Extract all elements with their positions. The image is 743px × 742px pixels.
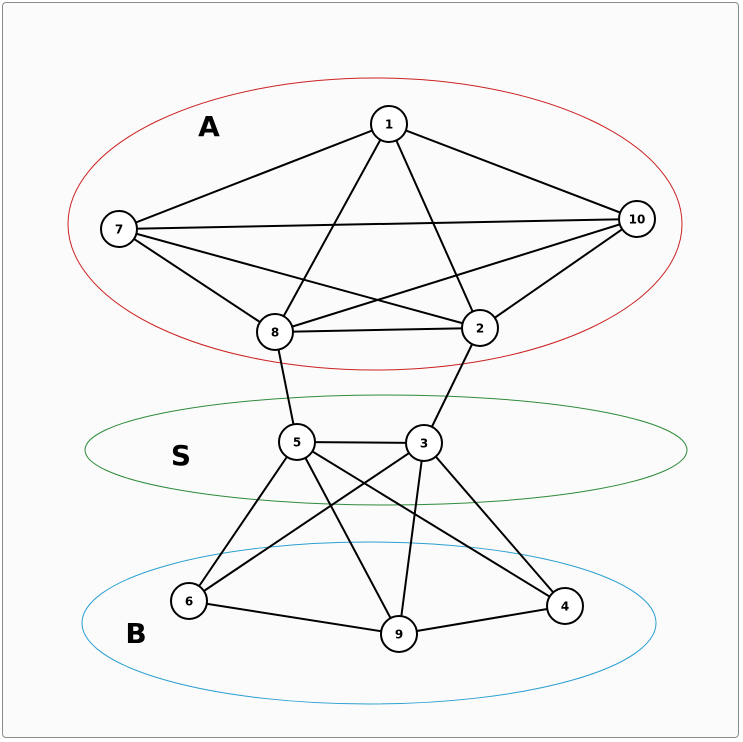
node-3: 3: [405, 424, 443, 462]
edge-5-3: [296, 441, 425, 444]
edge-8-2: [274, 327, 481, 333]
node-1-circle: [370, 105, 408, 143]
node-2-label: 2: [476, 322, 484, 336]
edge-6-9: [188, 600, 400, 635]
node-2: 2: [461, 309, 499, 347]
node-5: 5: [278, 423, 316, 461]
node-7: 7: [100, 210, 138, 248]
node-3-label: 3: [420, 437, 428, 451]
node-4-circle: [546, 587, 584, 625]
region-s-label: S: [171, 439, 191, 472]
edge-3-4: [423, 442, 566, 607]
node-10-label: 10: [629, 213, 646, 227]
edge-1-10: [388, 123, 638, 220]
node-4: 4: [546, 587, 584, 625]
node-1: 1: [370, 105, 408, 143]
node-9: 9: [380, 615, 418, 653]
edge-1-7: [118, 123, 390, 230]
edge-7-8: [118, 228, 276, 333]
edges-layer: [118, 123, 638, 635]
node-8: 8: [256, 313, 294, 351]
edge-2-10: [479, 218, 638, 329]
edge-5-4: [296, 441, 566, 607]
edge-3-6: [188, 442, 425, 602]
region-b-label: B: [125, 617, 146, 650]
node-9-label: 9: [395, 628, 403, 642]
node-2-circle: [461, 309, 499, 347]
node-8-label: 8: [271, 326, 279, 340]
node-5-label: 5: [293, 436, 301, 450]
node-6-label: 6: [185, 595, 193, 609]
node-10-circle: [618, 200, 656, 238]
regions-layer: A S B: [67, 77, 688, 705]
edge-1-2: [388, 123, 481, 329]
node-6-circle: [170, 582, 208, 620]
node-10: 10: [618, 200, 656, 238]
node-5-circle: [278, 423, 316, 461]
node-4-label: 4: [561, 600, 569, 614]
node-9-circle: [380, 615, 418, 653]
edge-7-2: [118, 228, 481, 329]
region-b-ellipse: [81, 541, 657, 705]
edge-1-8: [274, 123, 390, 333]
edge-7-10: [118, 218, 638, 230]
edge-2-3: [423, 327, 481, 444]
node-1-label: 1: [385, 118, 393, 132]
node-6: 6: [170, 582, 208, 620]
region-s-ellipse: [84, 394, 688, 506]
edge-9-4: [398, 605, 566, 635]
nodes-layer: 1 2 7 8 10 3 5 4 6 9: [100, 105, 656, 653]
edge-3-9: [398, 442, 425, 635]
region-a-ellipse: [67, 77, 683, 371]
edge-5-9: [296, 441, 400, 635]
node-7-circle: [100, 210, 138, 248]
node-3-circle: [405, 424, 443, 462]
region-a-label: A: [198, 110, 220, 143]
edge-5-6: [188, 441, 298, 602]
node-7-label: 7: [115, 223, 123, 237]
edge-8-10: [274, 218, 638, 333]
node-8-circle: [256, 313, 294, 351]
